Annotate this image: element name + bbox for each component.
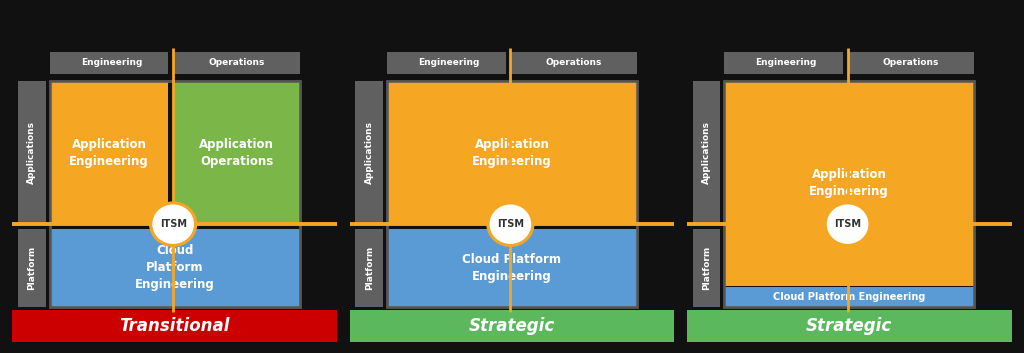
Text: ITSM: ITSM bbox=[160, 219, 186, 229]
Text: Platform: Platform bbox=[701, 246, 711, 290]
Text: Applications: Applications bbox=[28, 121, 37, 184]
Bar bbox=[49, 81, 300, 307]
Bar bbox=[173, 81, 300, 224]
Bar bbox=[510, 52, 637, 74]
Text: Platform: Platform bbox=[28, 246, 37, 290]
Bar bbox=[724, 81, 975, 286]
Bar bbox=[387, 81, 637, 224]
Bar bbox=[724, 81, 975, 307]
Circle shape bbox=[490, 205, 530, 243]
Bar bbox=[49, 81, 300, 307]
Bar bbox=[724, 287, 975, 307]
Bar bbox=[687, 310, 1012, 342]
Bar bbox=[355, 229, 383, 307]
Bar bbox=[18, 81, 46, 224]
Circle shape bbox=[153, 205, 194, 243]
Bar bbox=[692, 229, 720, 307]
Text: Cloud Platform Engineering: Cloud Platform Engineering bbox=[773, 292, 926, 302]
Text: Operations: Operations bbox=[883, 58, 939, 67]
Text: ITSM: ITSM bbox=[497, 219, 524, 229]
Bar bbox=[848, 52, 975, 74]
Bar bbox=[173, 52, 300, 74]
Text: Platform: Platform bbox=[365, 246, 374, 290]
Bar bbox=[49, 229, 300, 307]
Text: Application
Engineering: Application Engineering bbox=[472, 138, 552, 168]
Text: Applications: Applications bbox=[365, 121, 374, 184]
Bar bbox=[387, 81, 637, 307]
Text: Applications: Applications bbox=[701, 121, 711, 184]
Text: Operations: Operations bbox=[208, 58, 264, 67]
Bar bbox=[355, 81, 383, 224]
Bar bbox=[12, 310, 337, 342]
Text: Strategic: Strategic bbox=[469, 317, 555, 335]
Text: Transitional: Transitional bbox=[120, 317, 230, 335]
Bar bbox=[387, 52, 506, 74]
Text: Engineering: Engineering bbox=[755, 58, 816, 67]
Circle shape bbox=[150, 202, 197, 246]
Bar bbox=[349, 310, 675, 342]
Text: Cloud
Platform
Engineering: Cloud Platform Engineering bbox=[135, 244, 215, 292]
Bar bbox=[724, 81, 975, 307]
Bar bbox=[724, 52, 843, 74]
Text: Strategic: Strategic bbox=[806, 317, 892, 335]
Text: Application
Engineering: Application Engineering bbox=[809, 168, 889, 198]
Circle shape bbox=[824, 202, 871, 246]
Text: Cloud Platform
Engineering: Cloud Platform Engineering bbox=[463, 253, 561, 283]
Bar bbox=[49, 52, 168, 74]
Text: Application
Operations: Application Operations bbox=[199, 138, 274, 168]
Text: Engineering: Engineering bbox=[418, 58, 479, 67]
Text: Engineering: Engineering bbox=[81, 58, 142, 67]
Circle shape bbox=[827, 205, 867, 243]
Bar bbox=[692, 81, 720, 224]
Text: Application
Engineering: Application Engineering bbox=[69, 138, 148, 168]
Text: Operations: Operations bbox=[546, 58, 602, 67]
Bar bbox=[49, 81, 168, 224]
Bar bbox=[387, 229, 637, 307]
Bar bbox=[387, 81, 637, 307]
Circle shape bbox=[487, 202, 534, 246]
Text: ITSM: ITSM bbox=[835, 219, 861, 229]
Bar bbox=[18, 229, 46, 307]
